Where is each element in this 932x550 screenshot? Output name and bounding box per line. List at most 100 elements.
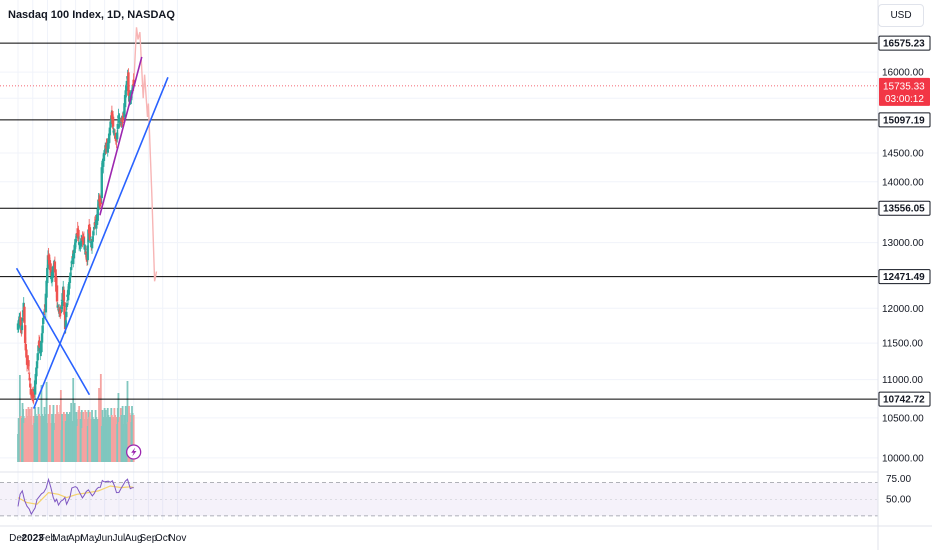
time-tick-label[interactable]: Dec [9, 533, 27, 544]
candle-body [112, 130, 115, 133]
candle-body [132, 79, 135, 86]
candle-body [131, 87, 134, 90]
candle-body [23, 325, 27, 344]
level-badge[interactable] [878, 35, 931, 51]
candle-body [59, 309, 63, 314]
candle-body [101, 162, 104, 173]
candle-body [45, 280, 48, 298]
candle-body [69, 272, 72, 278]
time-tick-label[interactable]: Sep [140, 533, 158, 544]
candle-body [52, 266, 55, 272]
candle-body [123, 95, 127, 108]
candle-body [51, 269, 54, 277]
candle-body [111, 116, 115, 127]
candle-body [40, 333, 44, 343]
candle-body [60, 306, 63, 310]
price-tick-label: 10500.00 [882, 413, 924, 424]
price-tick-label: 12000.00 [882, 304, 924, 315]
candle-body [50, 273, 54, 282]
level-label[interactable]: 10742.72 [883, 395, 925, 406]
candle-body [117, 115, 120, 119]
level-label[interactable]: 13556.05 [883, 204, 925, 215]
price-badge[interactable] [879, 77, 930, 106]
candle-body [29, 383, 32, 388]
candle-body [62, 289, 66, 301]
candle-body [72, 253, 75, 265]
candle-body [56, 305, 59, 307]
level-badge[interactable] [878, 269, 931, 285]
level-badge[interactable] [878, 391, 931, 407]
candle-body [46, 255, 50, 269]
candle-body [92, 231, 95, 236]
candle-body [115, 132, 119, 140]
price-axis[interactable]: 16000.0015500.0014500.0014000.0013000.00… [877, 0, 932, 550]
time-tick-label[interactable]: Feb [39, 533, 57, 544]
candle-body [120, 122, 123, 124]
candle-body [47, 254, 50, 260]
time-tick-label[interactable]: Jul [113, 533, 126, 544]
level-badge[interactable] [878, 200, 931, 216]
candle-body [125, 85, 128, 92]
candle-body [67, 286, 70, 295]
volume-bar [126, 381, 129, 462]
candle-body [120, 120, 124, 122]
candle-body [82, 236, 86, 244]
time-tick-label[interactable]: Mar [52, 533, 70, 544]
candle-body [44, 293, 48, 313]
volume-bar [132, 415, 135, 462]
candle-body [46, 267, 49, 284]
candle-body [97, 199, 100, 211]
time-tick-label[interactable]: May [80, 533, 99, 544]
candle-body [116, 124, 120, 129]
candle-body [92, 226, 96, 230]
chart-title: Nasdaq 100 Index, 1D, NASDAQ [8, 9, 175, 21]
candle-body [125, 80, 129, 85]
horizontal-levels[interactable] [0, 42, 878, 400]
candle-body [127, 72, 130, 96]
candle-body [69, 267, 73, 271]
candle-body [100, 167, 103, 199]
price-badge-value: 15735.33 [883, 81, 925, 92]
rsi-tick-label: 75.00 [886, 474, 911, 485]
level-label[interactable]: 16575.23 [883, 39, 925, 50]
level-label[interactable]: 15097.19 [883, 115, 925, 126]
candle-body [65, 311, 68, 318]
candle-body [54, 269, 57, 283]
candle-body [87, 229, 90, 243]
candles [16, 68, 135, 405]
candle-body [68, 278, 72, 283]
candle-body [113, 135, 117, 137]
time-tick-label[interactable]: 2023 [22, 533, 45, 544]
currency-button[interactable]: USD [878, 4, 924, 27]
projection-line [133, 27, 158, 282]
time-tick-label[interactable]: Aug [125, 533, 143, 544]
trendline-blue[interactable] [32, 77, 169, 409]
candle-body [18, 319, 21, 325]
volume-bar [45, 382, 48, 462]
candle-body [118, 119, 121, 122]
level-badge[interactable] [878, 112, 931, 128]
time-tick-label[interactable]: Oct [155, 533, 171, 544]
volume-bar [59, 390, 62, 462]
candle-body [42, 317, 45, 324]
candle-body [28, 378, 31, 381]
time-tick-label[interactable]: Apr [68, 533, 84, 544]
candle-body [35, 367, 38, 377]
time-tick-label[interactable]: Jun [97, 533, 113, 544]
candle-body [72, 249, 76, 259]
time-tick-label[interactable]: Nov [169, 533, 187, 544]
level-label[interactable]: 12471.49 [883, 272, 925, 283]
trendline-purple[interactable] [99, 56, 143, 216]
trendline-blue[interactable] [15, 267, 91, 396]
candle-body [79, 243, 82, 248]
candle-body [32, 392, 35, 398]
candle-body [102, 154, 106, 161]
candle-body [17, 321, 20, 329]
alert-marker[interactable] [126, 444, 142, 460]
candle-body [103, 150, 106, 156]
candle-body [96, 208, 99, 221]
trendlines[interactable] [15, 56, 169, 409]
candle-body [108, 127, 112, 136]
